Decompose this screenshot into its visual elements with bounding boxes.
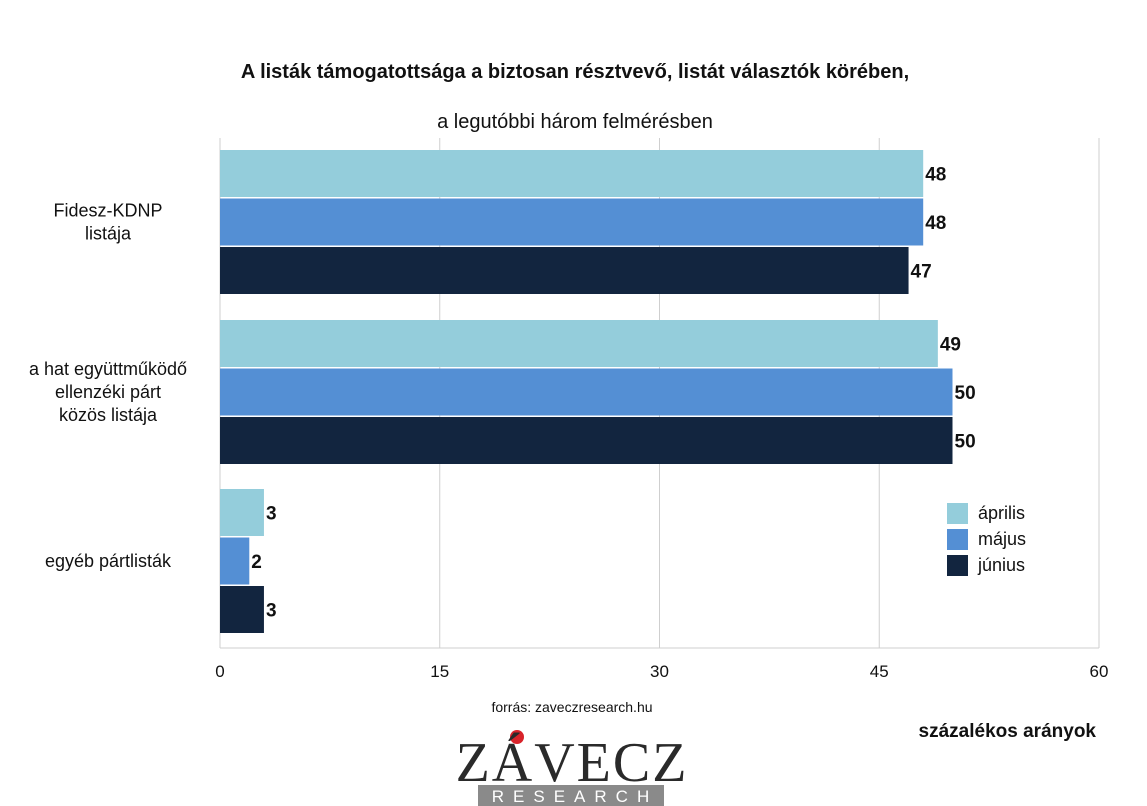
data-label: 48 [925,165,946,186]
bar [220,489,264,536]
legend: április május június [947,503,1026,576]
logo-wordmark: ZÁVECZ [456,732,689,794]
category-label: a hat együttműködő [29,359,187,379]
logo-subtitle: RESEARCH [492,787,658,806]
x-tick-label: 15 [430,662,449,681]
data-label: 48 [925,213,946,234]
source-note: forrás: zaveczresearch.hu [491,699,652,715]
data-label: 47 [911,262,932,283]
legend-label: április [978,503,1025,523]
x-axis: 0 15 30 45 60 [215,647,1109,681]
bars: 48 48 47 49 50 50 3 2 3 [220,150,976,633]
data-label: 2 [251,552,262,573]
chart-title: A listák támogatottsága a biztosan részt… [241,61,909,83]
legend-label: május [978,529,1026,549]
legend-swatch [947,503,968,524]
x-tick-label: 0 [215,662,224,681]
logo-accent-dot [510,730,524,744]
legend-label: június [977,555,1025,575]
x-tick-label: 30 [650,662,669,681]
x-tick-label: 60 [1090,662,1109,681]
bar [220,320,938,367]
category-labels: Fidesz-KDNP listája a hat együttműködő elle… [29,201,187,572]
zavecz-logo: ZÁVECZ RESEARCH [456,730,689,806]
bar [220,586,264,633]
bar [220,368,953,416]
x-tick-label: 45 [870,662,889,681]
bar [220,150,924,197]
legend-swatch [947,529,968,550]
category-label: egyéb pártlisták [45,551,172,571]
bar [220,247,909,294]
category-label: közös listája [59,405,158,425]
x-axis-label: százalékos arányok [919,721,1097,742]
data-label: 50 [955,383,976,404]
data-label: 3 [266,504,277,525]
data-label: 3 [266,601,277,622]
bar [220,417,953,464]
category-label: ellenzéki párt [55,382,161,402]
chart-subtitle: a legutóbbi három felmérésben [437,111,713,133]
bar [220,198,924,246]
data-label: 49 [940,335,961,356]
legend-swatch [947,555,968,576]
category-label: listája [85,224,132,244]
category-label: Fidesz-KDNP [53,201,162,221]
bar [220,537,250,585]
logo-band [478,785,664,806]
data-label: 50 [955,432,976,453]
